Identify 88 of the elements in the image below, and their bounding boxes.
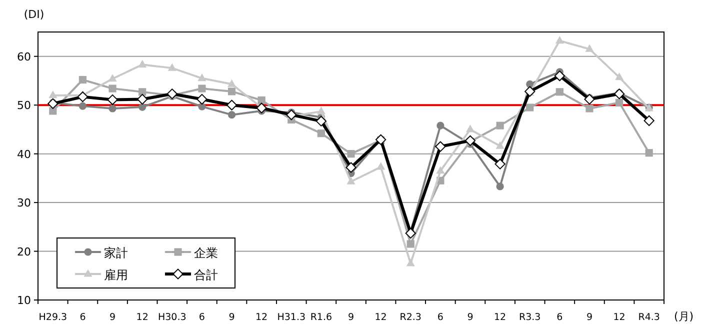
point: [166, 88, 178, 100]
point: [48, 98, 58, 109]
point: [137, 94, 148, 105]
point: [346, 162, 356, 173]
point: [644, 115, 654, 126]
point: [494, 158, 506, 170]
x-tick-label: 12: [374, 312, 387, 323]
point: [346, 176, 356, 184]
y-tick-label: 10: [17, 294, 31, 307]
point: [554, 70, 565, 82]
point: [198, 73, 206, 82]
y-tick-label: 30: [17, 196, 31, 210]
point: [108, 84, 116, 92]
point: [435, 141, 446, 152]
point: [228, 111, 236, 119]
point: [108, 74, 117, 82]
point: [138, 60, 147, 68]
point: [227, 79, 236, 87]
point: [405, 228, 416, 239]
point: [316, 106, 326, 114]
y-tick-label: 20: [17, 245, 31, 258]
y-tick-label: 60: [17, 50, 31, 64]
point: [526, 104, 534, 112]
x-tick-label: H31.3: [277, 312, 306, 323]
point: [584, 94, 595, 105]
x-tick-label: 12: [613, 312, 626, 323]
x-tick-label: 9: [467, 312, 474, 323]
point: [347, 150, 355, 158]
point: [614, 88, 625, 100]
point: [406, 258, 415, 266]
point: [436, 166, 445, 174]
x-tick-label: 6: [556, 312, 563, 323]
point: [198, 102, 206, 110]
x-tick-label: 9: [228, 312, 235, 323]
point: [645, 149, 653, 157]
point: [555, 36, 564, 44]
y-axis-title: (DI): [24, 8, 44, 21]
x-tick-label: 9: [110, 312, 116, 323]
point: [138, 103, 146, 111]
point: [615, 98, 624, 106]
point: [496, 182, 504, 190]
point: [614, 72, 624, 80]
point: [464, 135, 476, 146]
legend-label: 企業: [194, 246, 218, 260]
point: [226, 100, 238, 110]
point: [436, 122, 444, 130]
point: [168, 63, 176, 71]
y-tick-label: 40: [17, 148, 31, 161]
x-tick-label: 12: [136, 312, 148, 323]
x-axis-title: (月): [674, 310, 694, 323]
x-tick-label: 6: [198, 312, 205, 323]
point: [317, 130, 325, 138]
point: [107, 94, 118, 106]
point: [228, 88, 236, 96]
y-tick-label: 50: [17, 99, 31, 112]
point: [78, 102, 87, 110]
x-tick-label: H29.3: [38, 312, 68, 323]
x-tick-label: 12: [256, 312, 268, 323]
point: [198, 84, 206, 92]
point: [556, 88, 564, 96]
point: [138, 88, 146, 96]
point: [108, 104, 116, 112]
x-tick-label: 12: [494, 312, 506, 323]
x-tick-label: R3.3: [519, 312, 541, 323]
legend-label: 雇用: [104, 268, 128, 282]
point: [256, 102, 267, 114]
x-tick-label: R2.3: [400, 312, 422, 323]
point: [316, 116, 326, 126]
point: [196, 94, 208, 105]
point: [48, 90, 58, 98]
x-tick-label: 9: [348, 312, 354, 323]
point: [496, 122, 504, 130]
point: [78, 76, 87, 84]
point: [406, 240, 414, 248]
legend-label: 家計: [104, 246, 128, 260]
point: [586, 104, 594, 112]
x-tick-label: 6: [437, 312, 444, 323]
point: [585, 44, 594, 52]
legend-label: 合計: [194, 268, 218, 282]
point: [376, 162, 386, 170]
x-tick-label: R4.3: [638, 312, 660, 323]
x-tick-label: 6: [80, 312, 86, 323]
x-tick-label: 9: [586, 312, 592, 323]
x-tick-label: R1.6: [310, 312, 332, 323]
point: [77, 92, 88, 102]
x-tick-label: H30.3: [158, 312, 186, 323]
point: [496, 141, 504, 149]
point: [258, 96, 266, 104]
